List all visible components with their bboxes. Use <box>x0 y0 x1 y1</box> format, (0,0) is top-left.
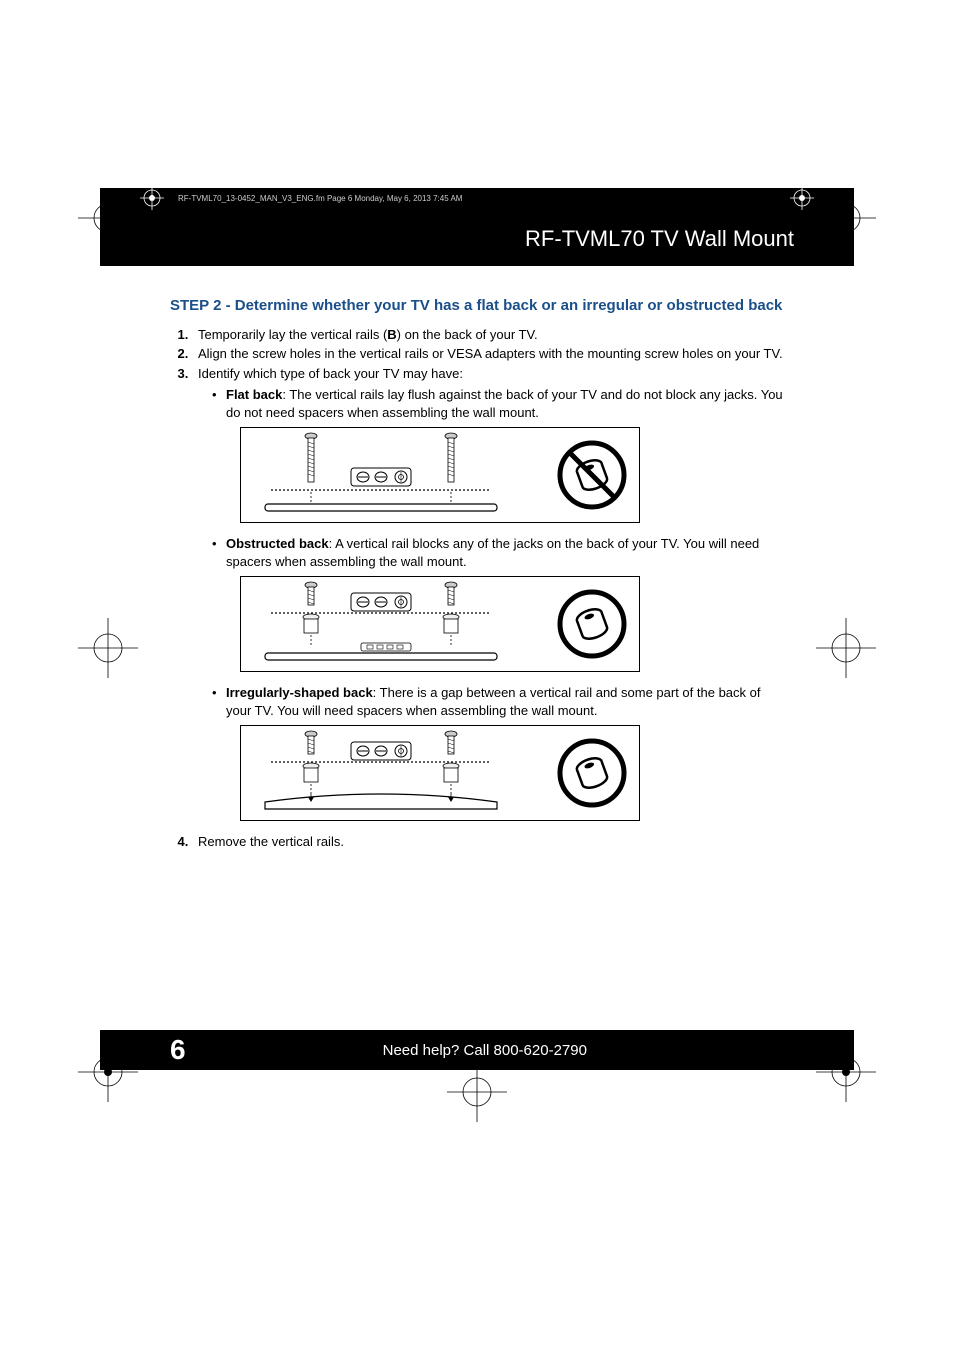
schematic-irregular <box>251 730 545 817</box>
bullet-obstructed-back: Obstructed back: A vertical rail blocks … <box>212 535 784 672</box>
manual-page: RF-TVML70_13-0452_MAN_V3_ENG.fm Page 6 M… <box>0 0 954 1350</box>
page-header: RF-TVML70_13-0452_MAN_V3_ENG.fm Page 6 M… <box>100 188 854 266</box>
product-title: RF-TVML70 TV Wall Mount <box>525 226 794 252</box>
instruction-item-1: Temporarily lay the vertical rails (B) o… <box>192 326 784 344</box>
header-mark-right <box>790 186 814 215</box>
page-number: 6 <box>170 1034 186 1066</box>
step-heading: STEP 2 - Determine whether your TV has a… <box>170 296 784 316</box>
instruction-item-3: Identify which type of back your TV may … <box>192 365 784 822</box>
text: Temporarily lay the vertical rails ( <box>198 327 387 342</box>
back-type-list: Flat back: The vertical rails lay flush … <box>212 386 784 821</box>
schematic-obstructed <box>251 581 545 668</box>
bullet-irregular-back: Irregularly-shaped back: There is a gap … <box>212 684 784 821</box>
bullet-flat-back: Flat back: The vertical rails lay flush … <box>212 386 784 523</box>
no-spacer-icon <box>555 438 629 512</box>
bullet-title: Obstructed back <box>226 536 329 551</box>
crop-mark-mid-right <box>816 618 876 678</box>
bullet-title: Flat back <box>226 387 282 402</box>
schematic-flat <box>251 432 545 519</box>
diagram-obstructed-back <box>240 576 640 672</box>
instruction-list: Temporarily lay the vertical rails (B) o… <box>170 326 784 851</box>
bullet-text: : The vertical rails lay flush against t… <box>226 387 783 420</box>
page-content: STEP 2 - Determine whether your TV has a… <box>170 296 784 853</box>
spacer-ok-icon <box>555 736 629 810</box>
help-phone: Need help? Call 800-620-2790 <box>383 1042 657 1059</box>
header-meta-text: RF-TVML70_13-0452_MAN_V3_ENG.fm Page 6 M… <box>178 194 462 203</box>
crop-mark-mid-left <box>78 618 138 678</box>
bullet-title: Irregularly-shaped back <box>226 685 373 700</box>
spacer-ok-icon <box>555 587 629 661</box>
header-mark-left <box>140 186 164 215</box>
instruction-item-2: Align the screw holes in the vertical ra… <box>192 345 784 363</box>
diagram-flat-back <box>240 427 640 523</box>
part-label: B <box>387 327 396 342</box>
instruction-item-4: Remove the vertical rails. <box>192 833 784 851</box>
crop-mark-bottom-center <box>447 1062 507 1122</box>
diagram-irregular-back <box>240 725 640 821</box>
text: Identify which type of back your TV may … <box>198 366 463 381</box>
page-footer: 6 Need help? Call 800-620-2790 <box>100 1030 854 1070</box>
text: ) on the back of your TV. <box>397 327 538 342</box>
